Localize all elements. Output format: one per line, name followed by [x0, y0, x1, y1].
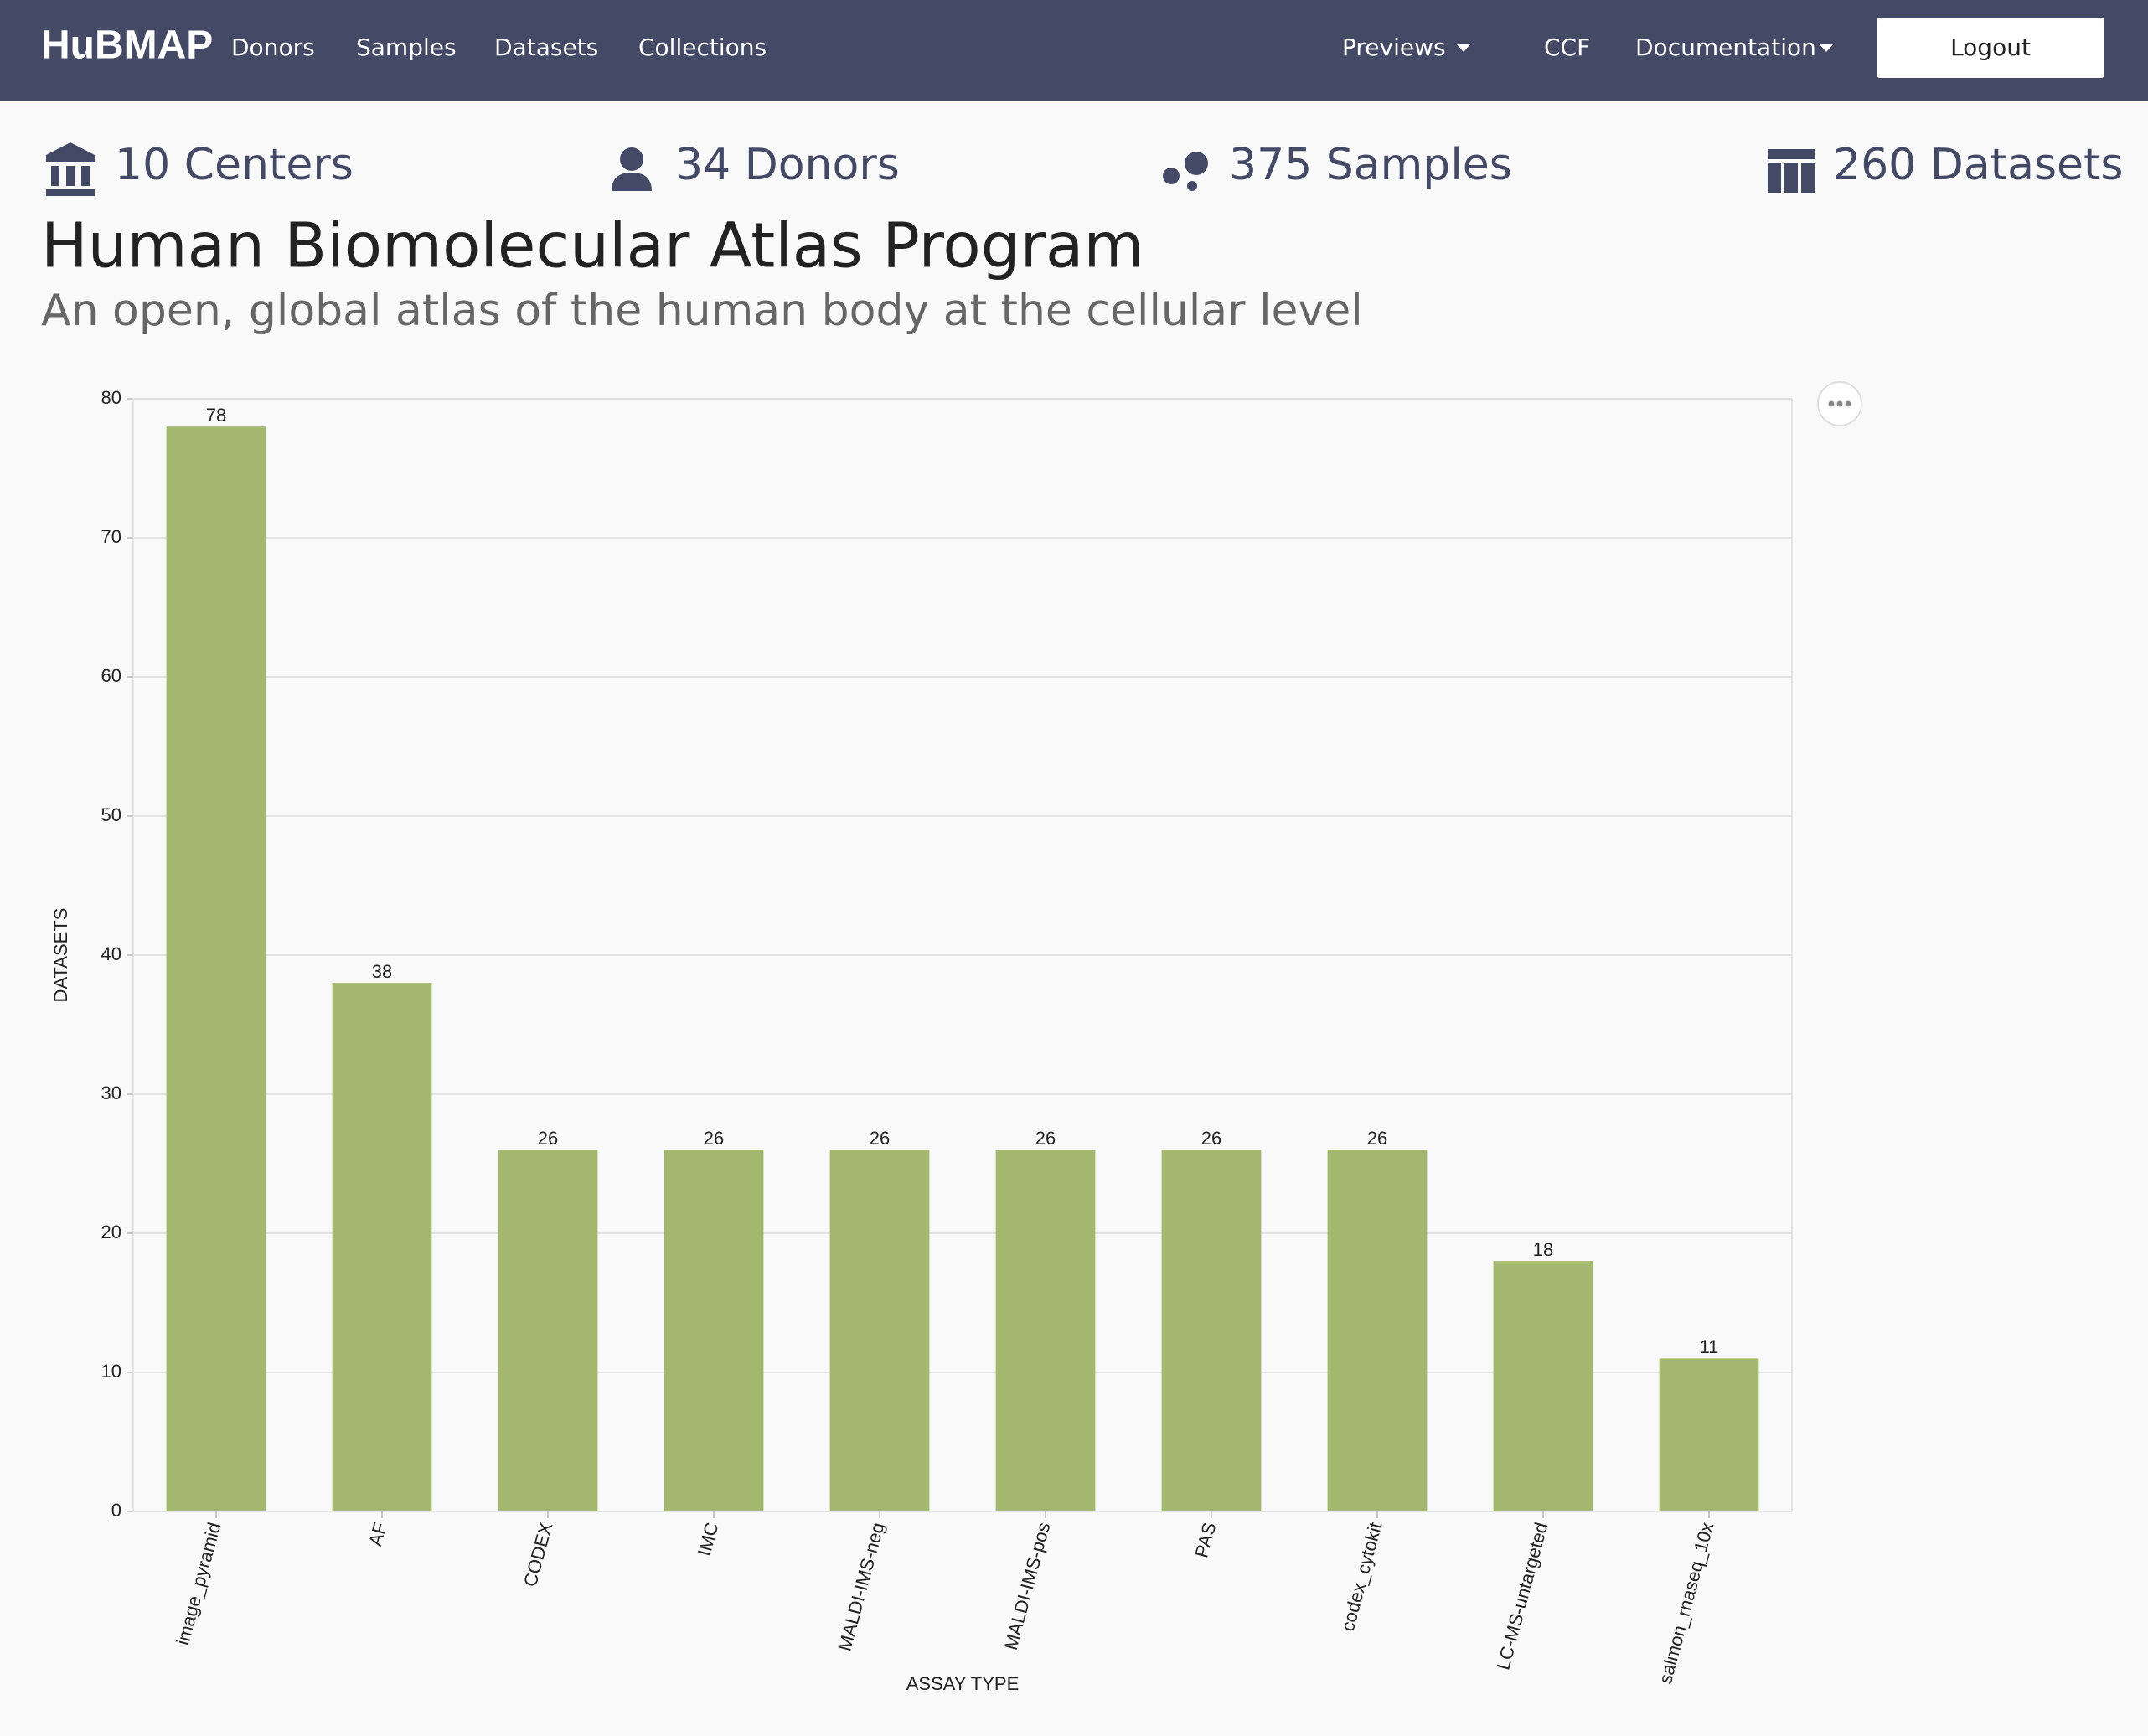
chart-menu-dots [1828, 400, 1851, 407]
donors-icon-body [612, 173, 652, 191]
page-title: Human Biomolecular Atlas Program [41, 210, 1144, 282]
centers-icon [46, 142, 95, 196]
data-label: 11 [1700, 1336, 1719, 1357]
data-label: 26 [870, 1128, 890, 1149]
y-tick-label: 50 [101, 804, 121, 825]
bar [829, 1150, 930, 1511]
y-tick-label: 70 [101, 526, 121, 547]
nav-link[interactable]: Collections [638, 34, 767, 61]
bar [498, 1150, 598, 1511]
samples-icon [1163, 168, 1180, 184]
nav-link[interactable]: Donors [231, 34, 315, 61]
datasets-icon [1768, 149, 1815, 193]
logo[interactable]: HuBMAP [41, 23, 213, 68]
nav-link[interactable]: Datasets [494, 34, 598, 61]
samples-icon [1187, 181, 1197, 191]
caret [1457, 44, 1470, 52]
y-tick-label: 30 [101, 1082, 121, 1103]
stat: 10 Centers [115, 140, 354, 190]
navbar [0, 0, 2148, 101]
bar [664, 1150, 764, 1511]
data-label: 26 [538, 1128, 558, 1149]
y-tick-label: 60 [101, 665, 121, 686]
data-label: 26 [704, 1128, 724, 1149]
logout-button[interactable] [1877, 18, 2104, 78]
icons [46, 142, 1815, 196]
bar [1161, 1150, 1262, 1511]
logout-label[interactable]: Logout [1950, 34, 2031, 61]
nav-dropdown[interactable]: Previews [1342, 34, 1446, 61]
data-label: 78 [206, 405, 226, 426]
data-label: 18 [1533, 1239, 1553, 1260]
y-axis-title: DATASETS [50, 908, 71, 1003]
samples-icon [1185, 152, 1208, 175]
data-label: 26 [1367, 1128, 1387, 1149]
y-tick-label: 20 [101, 1222, 121, 1243]
page-subtitle: An open, global atlas of the human body … [41, 286, 1363, 336]
bar [1659, 1358, 1759, 1511]
bar [166, 426, 266, 1512]
data-label: 26 [1035, 1128, 1056, 1149]
y-tick-label: 40 [101, 943, 121, 964]
nav-dropdown[interactable]: Documentation [1635, 34, 1816, 61]
plot-frame [132, 398, 1793, 1512]
y-tick-label: 10 [101, 1361, 121, 1382]
donors-icon [620, 147, 643, 171]
bar [332, 983, 432, 1511]
bar [995, 1150, 1096, 1511]
caret [1820, 44, 1833, 52]
nav-link[interactable]: Samples [356, 34, 457, 61]
y-tick-label: 80 [101, 387, 121, 408]
nav-link[interactable]: CCF [1544, 34, 1590, 61]
stat: 34 Donors [675, 140, 900, 190]
data-label: 26 [1201, 1128, 1221, 1149]
bar [1327, 1150, 1428, 1511]
stat: 375 Samples [1229, 140, 1512, 190]
stat: 260 Datasets [1833, 140, 2124, 190]
x-axis-title: ASSAY TYPE [906, 1673, 1020, 1694]
y-tick-label: 0 [111, 1500, 121, 1521]
data-label: 38 [372, 961, 392, 982]
bar [1493, 1261, 1593, 1511]
